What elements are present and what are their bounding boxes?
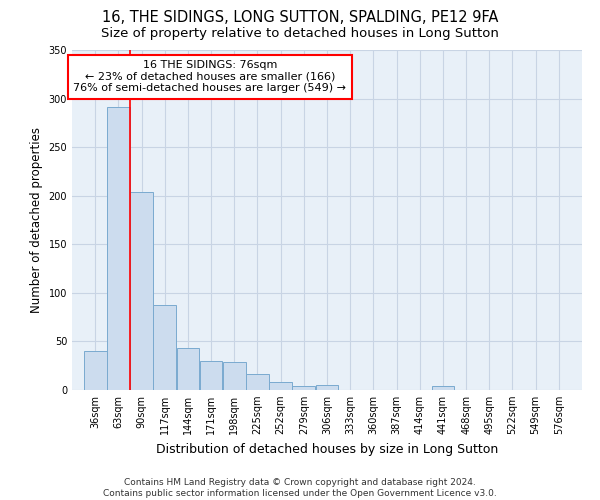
Text: 16, THE SIDINGS, LONG SUTTON, SPALDING, PE12 9FA: 16, THE SIDINGS, LONG SUTTON, SPALDING, … bbox=[102, 10, 498, 25]
Bar bbox=[84, 351, 107, 390]
Bar bbox=[316, 385, 338, 390]
Bar bbox=[200, 361, 223, 390]
Bar bbox=[223, 362, 245, 390]
Bar bbox=[130, 192, 153, 390]
Bar bbox=[107, 108, 130, 390]
Bar bbox=[154, 306, 176, 390]
Bar bbox=[292, 386, 315, 390]
Text: Size of property relative to detached houses in Long Sutton: Size of property relative to detached ho… bbox=[101, 28, 499, 40]
X-axis label: Distribution of detached houses by size in Long Sutton: Distribution of detached houses by size … bbox=[156, 442, 498, 456]
Bar bbox=[246, 374, 269, 390]
Text: 16 THE SIDINGS: 76sqm
← 23% of detached houses are smaller (166)
76% of semi-det: 16 THE SIDINGS: 76sqm ← 23% of detached … bbox=[73, 60, 346, 94]
Text: Contains HM Land Registry data © Crown copyright and database right 2024.
Contai: Contains HM Land Registry data © Crown c… bbox=[103, 478, 497, 498]
Bar bbox=[269, 382, 292, 390]
Y-axis label: Number of detached properties: Number of detached properties bbox=[30, 127, 43, 313]
Bar bbox=[431, 386, 454, 390]
Bar bbox=[176, 348, 199, 390]
